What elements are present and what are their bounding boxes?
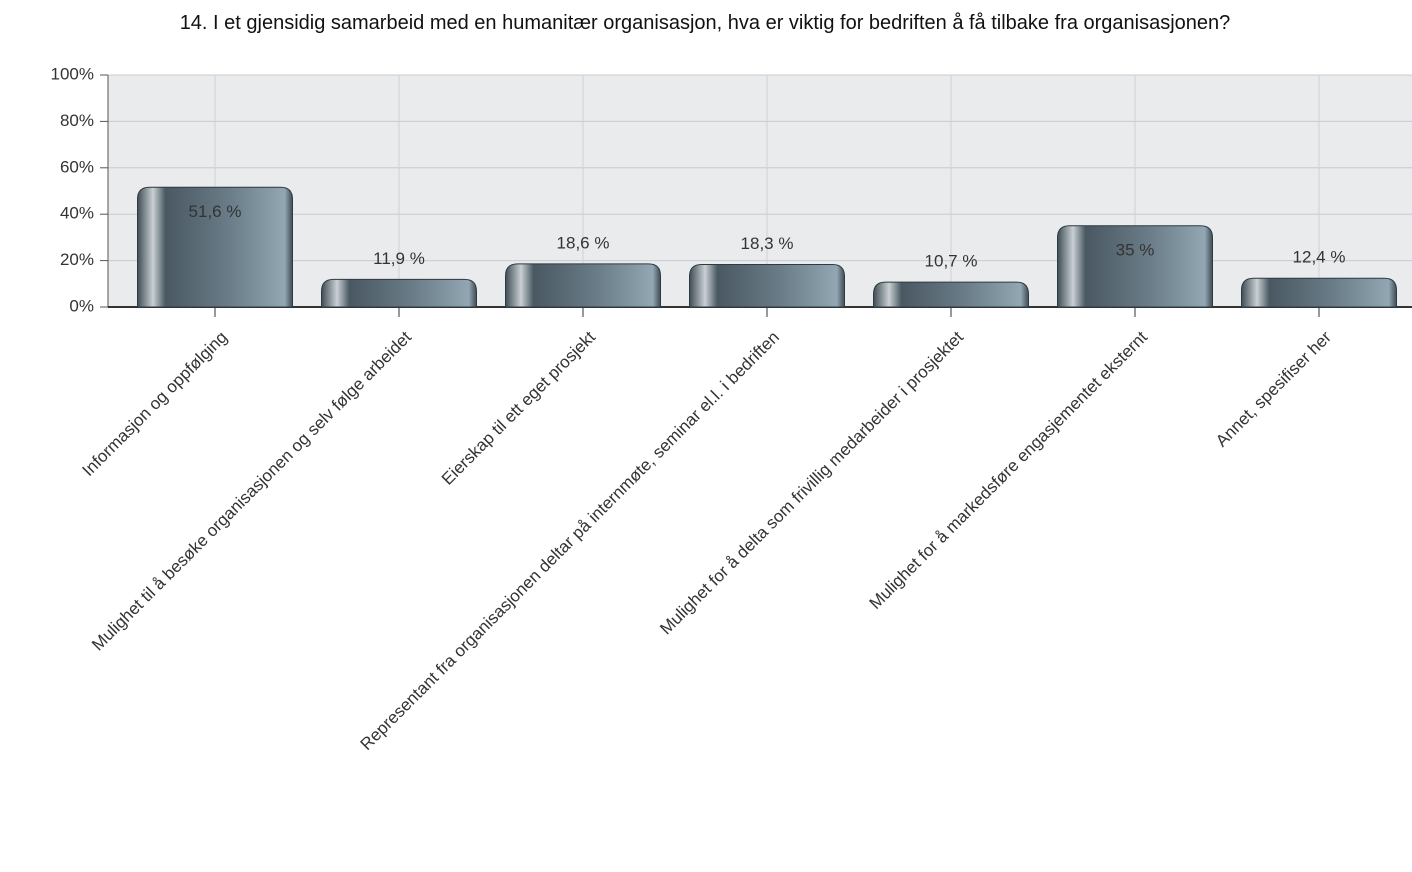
x-tick-label: Mulighet for å delta som frivillig medar… xyxy=(656,327,967,638)
value-label: 10,7 % xyxy=(925,252,978,271)
bar xyxy=(137,186,293,308)
value-label: 12,4 % xyxy=(1293,248,1346,267)
x-tick-label: Representant fra organisasjonen deltar p… xyxy=(357,328,783,754)
x-tick-label: Mulighet for å markedsføre engasjementet… xyxy=(866,327,1152,613)
x-tick-label: Informasjon og oppfølging xyxy=(79,328,231,480)
y-tick-label: 20% xyxy=(60,250,94,269)
value-label: 18,3 % xyxy=(741,234,794,253)
bar xyxy=(1241,277,1397,308)
bar xyxy=(505,263,661,308)
x-tick-label: Mulighet til å besøke organisasjonen og … xyxy=(88,327,415,654)
bar xyxy=(321,278,477,308)
bar xyxy=(1057,225,1213,308)
value-label: 35 % xyxy=(1116,240,1155,259)
y-tick-label: 0% xyxy=(69,296,94,315)
y-tick-label: 40% xyxy=(60,204,94,223)
bar xyxy=(873,281,1029,308)
x-tick-label: Annet, spesifiser her xyxy=(1212,327,1335,450)
y-tick-label: 100% xyxy=(51,64,94,83)
x-tick-label: Eierskap til ett eget prosjekt xyxy=(438,327,599,488)
bar xyxy=(689,264,845,308)
value-label: 11,9 % xyxy=(373,249,425,268)
chart-title: 14. I et gjensidig samarbeid med en huma… xyxy=(179,12,1231,34)
y-tick-label: 60% xyxy=(60,157,94,176)
value-label: 51,6 % xyxy=(189,202,242,221)
y-tick-label: 80% xyxy=(60,111,94,130)
value-label: 18,6 % xyxy=(557,233,610,252)
